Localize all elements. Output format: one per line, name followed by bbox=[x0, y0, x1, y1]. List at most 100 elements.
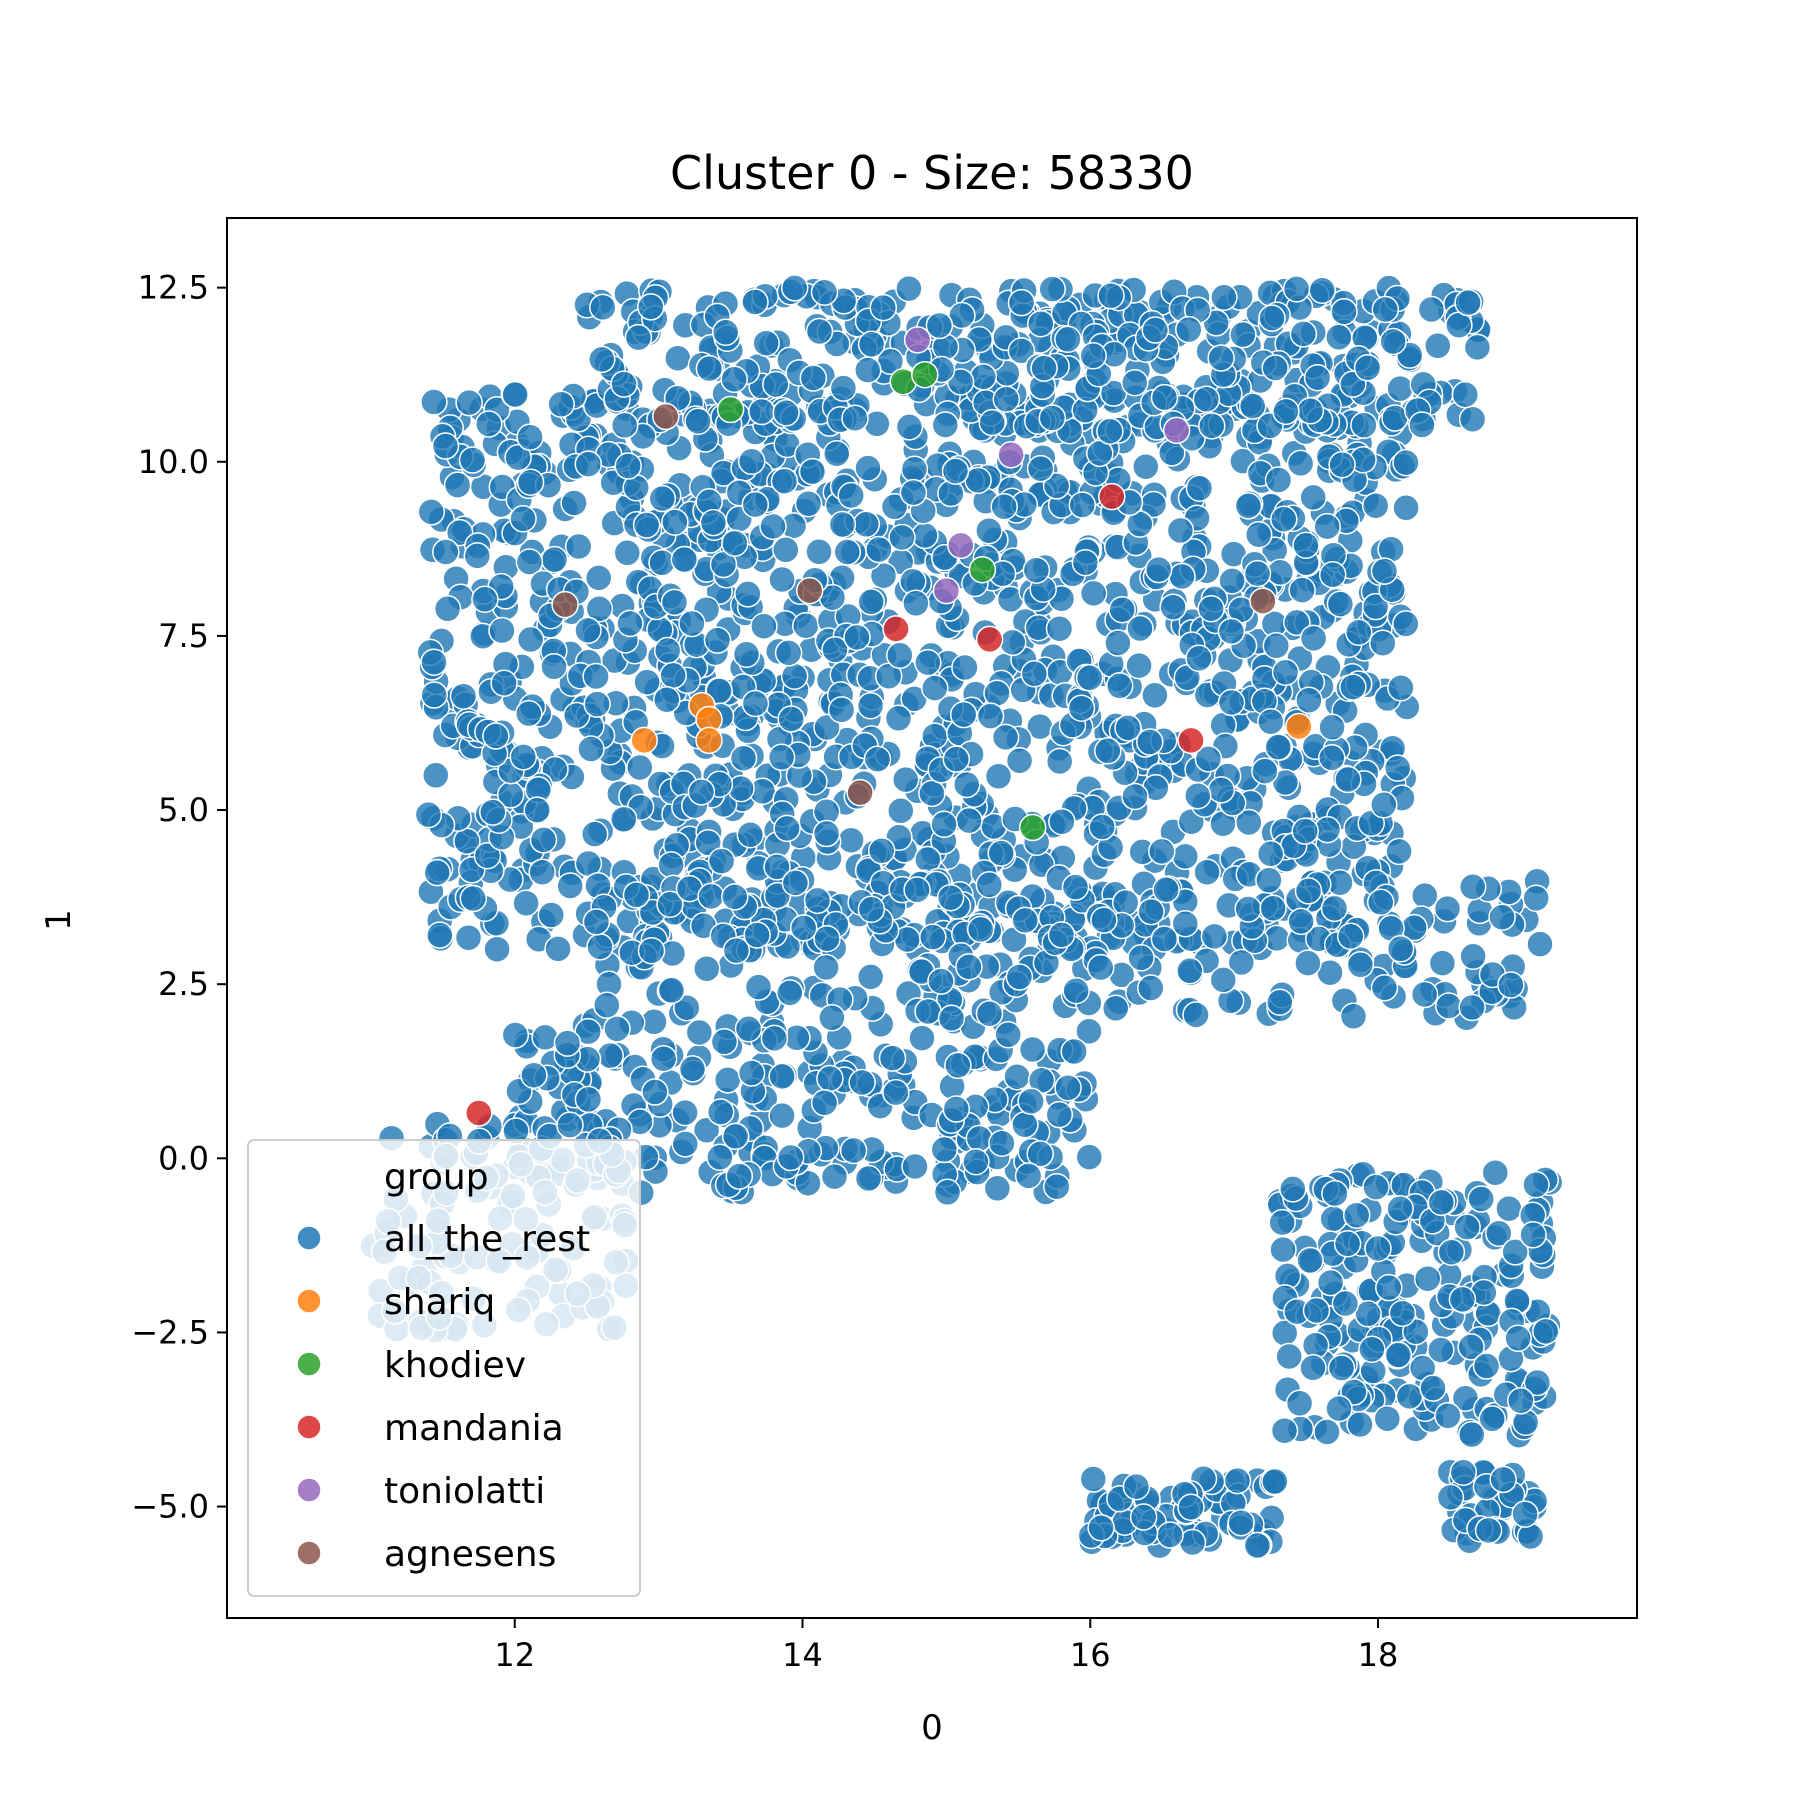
point-all-the-rest bbox=[921, 674, 949, 702]
point-all-the-rest bbox=[1325, 1394, 1353, 1423]
point-all-the-rest bbox=[1458, 993, 1486, 1022]
point-shariq bbox=[630, 726, 658, 755]
point-all-the-rest bbox=[540, 653, 568, 681]
point-all-the-rest bbox=[839, 1136, 868, 1165]
point-all-the-rest bbox=[1255, 866, 1283, 894]
point-all-the-rest bbox=[699, 508, 728, 537]
point-all-the-rest bbox=[759, 512, 787, 541]
point-all-the-rest bbox=[711, 318, 740, 347]
point-all-the-rest bbox=[426, 921, 454, 949]
point-toniolatti bbox=[1162, 416, 1191, 445]
point-all-the-rest bbox=[762, 370, 790, 399]
point-all-the-rest bbox=[1275, 1342, 1303, 1371]
point-all-the-rest bbox=[1018, 1035, 1047, 1064]
point-all-the-rest bbox=[1330, 298, 1358, 326]
point-all-the-rest bbox=[1481, 1158, 1510, 1187]
point-all-the-rest bbox=[516, 468, 545, 496]
point-all-the-rest bbox=[482, 722, 510, 750]
point-all-the-rest bbox=[863, 745, 892, 773]
point-all-the-rest bbox=[1523, 1368, 1552, 1397]
point-all-the-rest bbox=[417, 498, 446, 526]
point-all-the-rest bbox=[1427, 1336, 1455, 1364]
point-all-the-rest bbox=[1325, 323, 1353, 352]
point-all-the-rest bbox=[414, 800, 443, 829]
point-all-the-rest bbox=[1229, 320, 1257, 349]
point-all-the-rest bbox=[1097, 281, 1125, 310]
point-all-the-rest bbox=[1045, 1100, 1074, 1129]
point-all-the-rest bbox=[1392, 448, 1420, 477]
point-all-the-rest bbox=[423, 858, 451, 887]
point-khodiev bbox=[1018, 813, 1047, 842]
point-all-the-rest bbox=[1299, 1354, 1327, 1382]
y-tick-label: 10.0 bbox=[138, 443, 209, 481]
point-all-the-rest bbox=[1516, 1522, 1545, 1551]
point-all-the-rest bbox=[744, 973, 773, 1001]
point-all-the-rest bbox=[1243, 1531, 1272, 1560]
point-all-the-rest bbox=[1292, 531, 1320, 560]
point-all-the-rest bbox=[1289, 320, 1318, 348]
point-all-the-rest bbox=[1217, 688, 1246, 717]
point-all-the-rest bbox=[1386, 374, 1414, 403]
point-all-the-rest bbox=[780, 274, 809, 302]
point-all-the-rest bbox=[767, 743, 796, 772]
point-all-the-rest bbox=[821, 636, 849, 664]
point-all-the-rest bbox=[1395, 1382, 1424, 1411]
point-all-the-rest bbox=[1268, 1208, 1296, 1237]
point-all-the-rest bbox=[1522, 884, 1550, 913]
point-all-the-rest bbox=[908, 1024, 936, 1052]
point-all-the-rest bbox=[867, 837, 896, 865]
point-all-the-rest bbox=[837, 826, 865, 854]
point-all-the-rest bbox=[983, 679, 1011, 707]
point-all-the-rest bbox=[706, 1098, 735, 1126]
point-all-the-rest bbox=[772, 536, 800, 564]
point-all-the-rest bbox=[1388, 1299, 1417, 1328]
point-all-the-rest bbox=[843, 623, 871, 652]
point-all-the-rest bbox=[1328, 450, 1356, 479]
point-all-the-rest bbox=[1235, 808, 1263, 837]
point-all-the-rest bbox=[459, 884, 488, 913]
point-all-the-rest bbox=[976, 702, 1005, 730]
point-all-the-rest bbox=[1467, 1185, 1495, 1213]
point-all-the-rest bbox=[671, 1130, 700, 1158]
point-all-the-rest bbox=[632, 511, 661, 539]
point-all-the-rest bbox=[770, 467, 799, 495]
point-all-the-rest bbox=[1458, 405, 1487, 433]
point-agnesens bbox=[652, 402, 680, 431]
point-all-the-rest bbox=[1318, 744, 1346, 772]
point-all-the-rest bbox=[504, 443, 532, 472]
point-all-the-rest bbox=[946, 368, 975, 396]
point-all-the-rest bbox=[1266, 988, 1294, 1016]
point-all-the-rest bbox=[1007, 288, 1036, 317]
point-all-the-rest bbox=[1402, 1317, 1430, 1346]
point-all-the-rest bbox=[633, 668, 661, 696]
point-all-the-rest bbox=[1079, 579, 1108, 608]
legend-label: khodiev bbox=[384, 1345, 526, 1386]
point-all-the-rest bbox=[1392, 494, 1420, 522]
point-all-the-rest bbox=[837, 481, 865, 510]
point-all-the-rest bbox=[888, 523, 916, 552]
point-all-the-rest bbox=[529, 826, 558, 854]
point-all-the-rest bbox=[812, 953, 840, 982]
point-all-the-rest bbox=[955, 806, 983, 835]
point-all-the-rest bbox=[1104, 629, 1132, 657]
point-all-the-rest bbox=[556, 1111, 584, 1139]
point-all-the-rest bbox=[955, 953, 983, 981]
point-all-the-rest bbox=[1320, 894, 1349, 923]
point-all-the-rest bbox=[1111, 888, 1140, 917]
point-all-the-rest bbox=[856, 692, 885, 720]
point-all-the-rest bbox=[1185, 644, 1213, 673]
point-all-the-rest bbox=[574, 450, 603, 478]
point-all-the-rest bbox=[1020, 660, 1049, 688]
point-all-the-rest bbox=[725, 1162, 754, 1190]
point-all-the-rest bbox=[455, 388, 483, 417]
point-all-the-rest bbox=[516, 625, 545, 654]
point-all-the-rest bbox=[966, 915, 995, 944]
point-all-the-rest bbox=[848, 1068, 876, 1097]
point-all-the-rest bbox=[768, 1062, 796, 1091]
point-all-the-rest bbox=[1096, 417, 1124, 445]
point-all-the-rest bbox=[1067, 694, 1096, 722]
point-all-the-rest bbox=[1185, 474, 1214, 502]
point-khodiev bbox=[716, 395, 745, 424]
y-tick-label: −5.0 bbox=[131, 1488, 209, 1526]
